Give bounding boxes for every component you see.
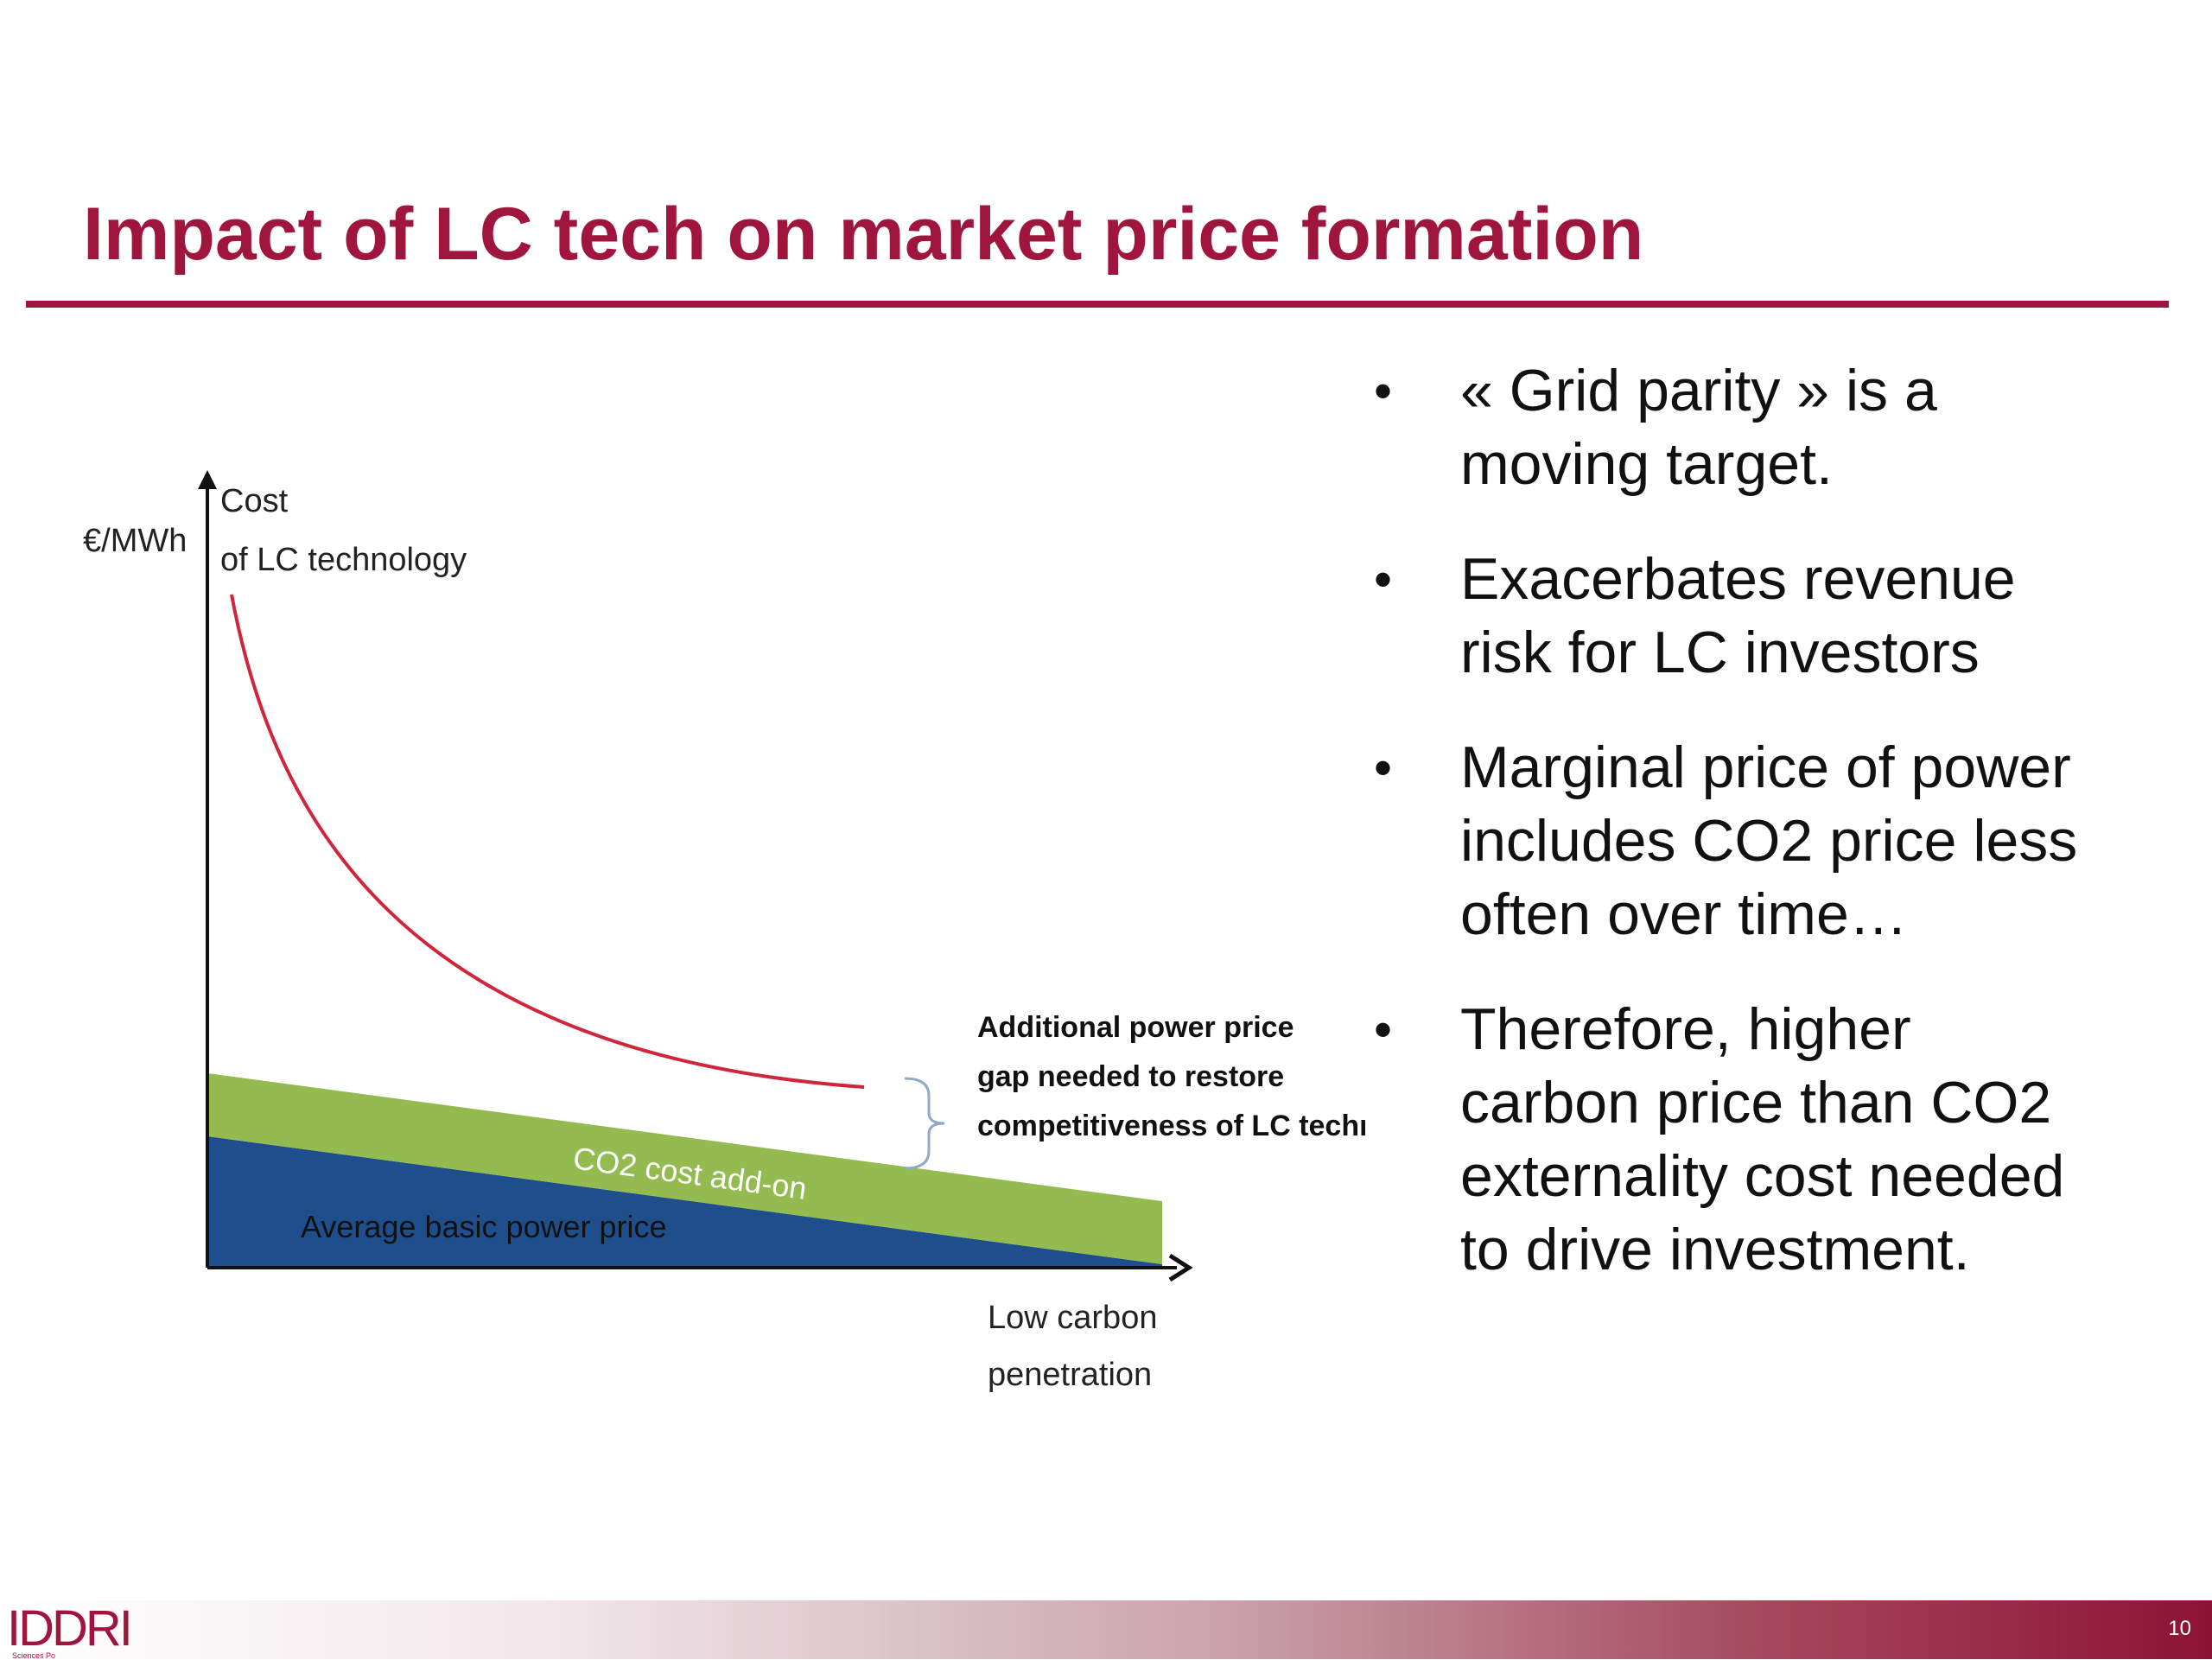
gap-label-line3: competitiveness of LC techn. [977, 1110, 1365, 1142]
bullet-dot: • [1374, 1001, 1393, 1059]
iddri-logo: IDDRI Sciences Po [7, 1604, 133, 1660]
bullet-line: externality cost needed [1460, 1143, 2065, 1209]
gap-label-line1: Additional power price [977, 1011, 1294, 1044]
bullet-dot: • [1374, 362, 1393, 420]
gap-bracket [904, 1077, 945, 1170]
basic-price-label: Average basic power price [301, 1209, 667, 1244]
y-unit-label: €/MWh [83, 523, 187, 559]
bullet-line: often over time… [1460, 881, 1908, 947]
gap-label-line2: gap needed to restore [977, 1060, 1284, 1093]
bullet-list: • « Grid parity » is a moving target. • … [1374, 354, 2152, 1328]
co2-cost-band [207, 1073, 1162, 1264]
bullet-line: Marginal price of power [1460, 735, 2071, 800]
title-rule [26, 301, 2169, 308]
footer-bar [0, 1600, 2212, 1659]
x-axis-arrow [1168, 1253, 1193, 1282]
slide-title: Impact of LC tech on market price format… [83, 193, 1644, 276]
cost-label-line1: Cost [220, 483, 289, 519]
bullet-line: includes CO2 price less [1460, 808, 2078, 874]
bullet-line: to drive investment. [1460, 1217, 1970, 1282]
lc-cost-curve [230, 594, 865, 1089]
bullet-line: « Grid parity » is a [1460, 358, 1937, 423]
cost-diagram: €/MWh Cost of LC technology CO2 cost add… [83, 470, 1365, 1393]
basic-power-price-area [207, 1136, 1162, 1268]
bullet-line: risk for LC investors [1460, 620, 1980, 685]
logo-text: IDDRI [7, 1600, 133, 1657]
x-label-line1: Low carbon [988, 1300, 1157, 1336]
logo-subtitle: Sciences Po [12, 1651, 56, 1660]
bullet-line: Therefore, higher [1460, 996, 1911, 1062]
y-axis-arrow [198, 470, 217, 489]
bullet-item: • « Grid parity » is a moving target. [1374, 354, 2152, 501]
bullet-line: Exacerbates revenue [1460, 546, 2016, 612]
bullet-item: • Therefore, higher carbon price than CO… [1374, 993, 2152, 1287]
x-label-line2: penetration [988, 1357, 1152, 1393]
page-number: 10 [2168, 1617, 2191, 1640]
cost-label-line2: of LC technology [220, 542, 467, 578]
bullet-dot: • [1374, 739, 1393, 797]
bullet-dot: • [1374, 550, 1393, 608]
bullet-line: carbon price than CO2 [1460, 1070, 2052, 1135]
bullet-item: • Exacerbates revenue risk for LC invest… [1374, 543, 2152, 690]
bullet-line: moving target. [1460, 431, 1833, 497]
bullet-item: • Marginal price of power includes CO2 p… [1374, 731, 2152, 951]
